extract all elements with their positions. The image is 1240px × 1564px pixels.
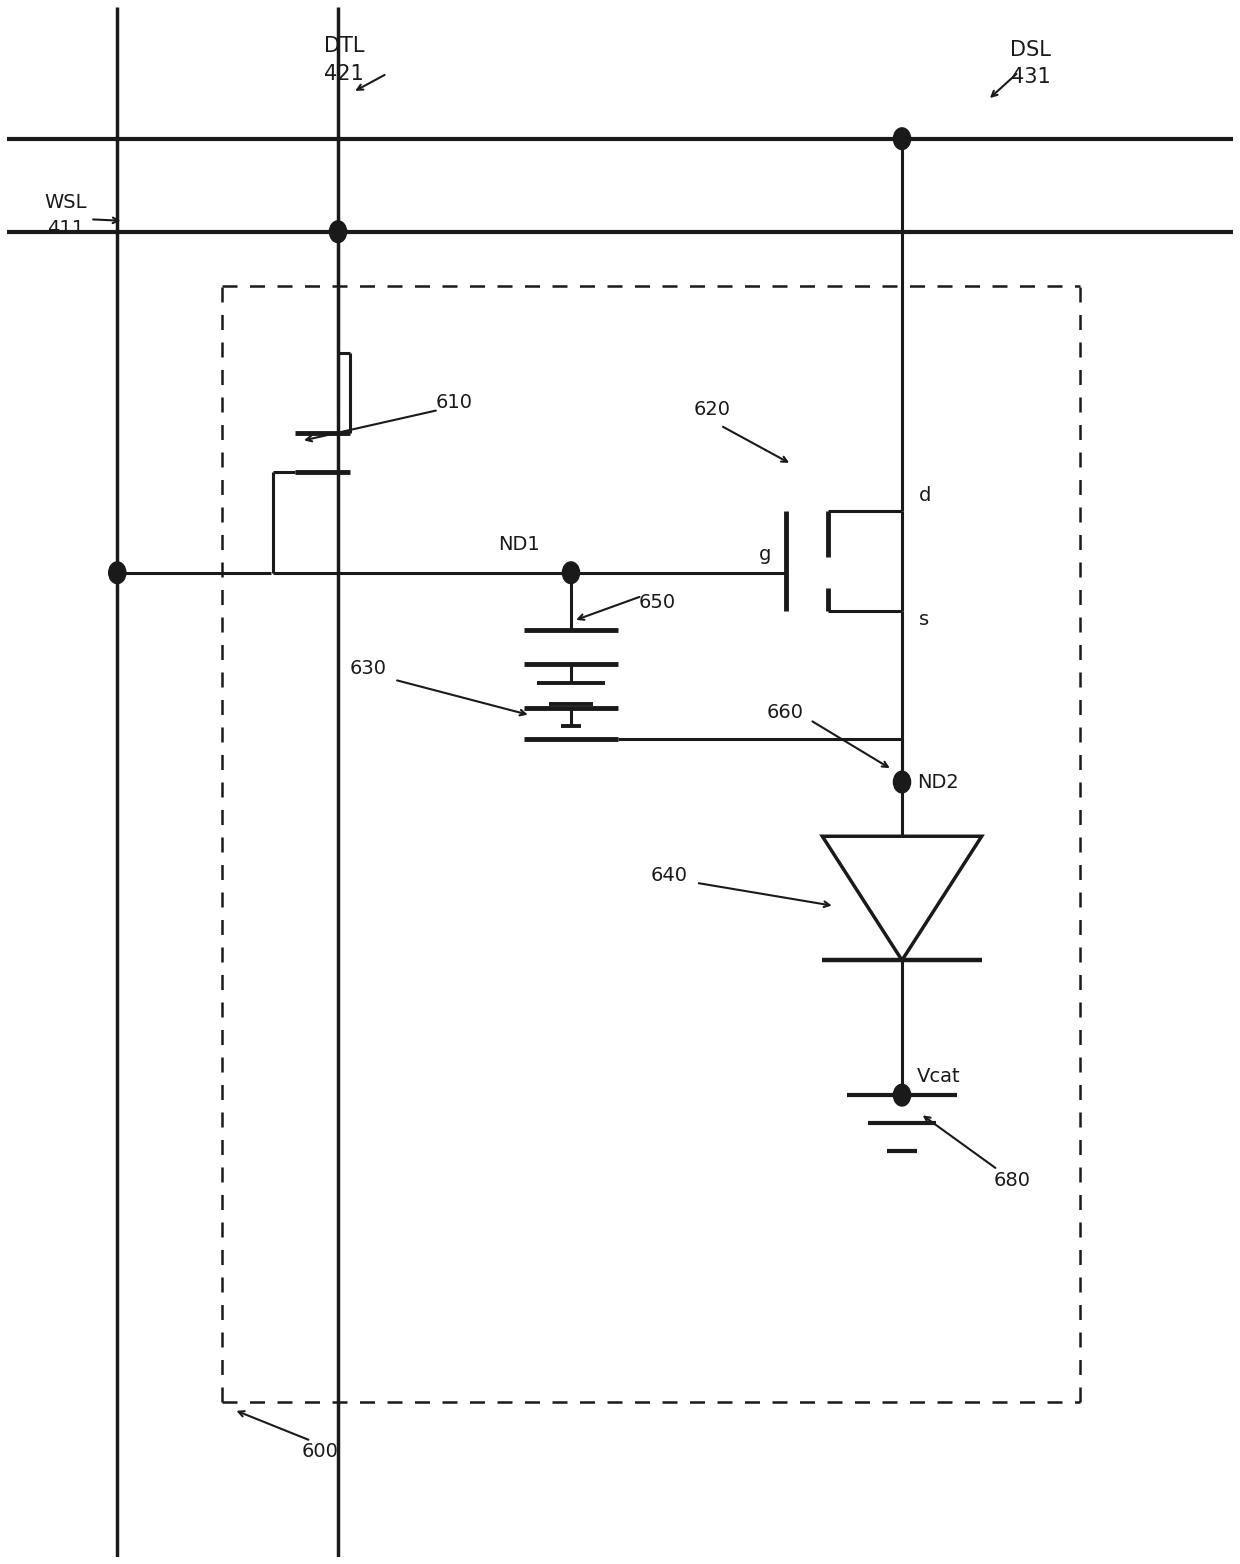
Text: 680: 680 (993, 1171, 1030, 1190)
Text: 411: 411 (47, 219, 84, 238)
Text: g: g (759, 544, 771, 563)
Text: DSL: DSL (1011, 41, 1052, 61)
Text: WSL: WSL (45, 192, 87, 211)
Text: DTL: DTL (324, 36, 365, 56)
Text: 421: 421 (324, 64, 365, 83)
Circle shape (894, 128, 910, 150)
Circle shape (330, 221, 346, 242)
Text: 620: 620 (693, 400, 730, 419)
Text: ND1: ND1 (498, 535, 541, 554)
Text: s: s (919, 610, 929, 629)
Circle shape (894, 1084, 910, 1106)
Text: 640: 640 (651, 865, 687, 885)
Text: 431: 431 (1011, 67, 1050, 86)
Text: d: d (919, 486, 931, 505)
Text: 650: 650 (639, 593, 676, 612)
Text: 660: 660 (766, 702, 804, 721)
Text: Vcat: Vcat (916, 1067, 960, 1085)
Circle shape (563, 561, 579, 583)
Text: 630: 630 (350, 660, 387, 679)
Text: 600: 600 (301, 1442, 339, 1461)
Text: ND2: ND2 (916, 773, 959, 791)
Circle shape (109, 561, 126, 583)
Circle shape (894, 771, 910, 793)
Text: 610: 610 (436, 393, 472, 411)
